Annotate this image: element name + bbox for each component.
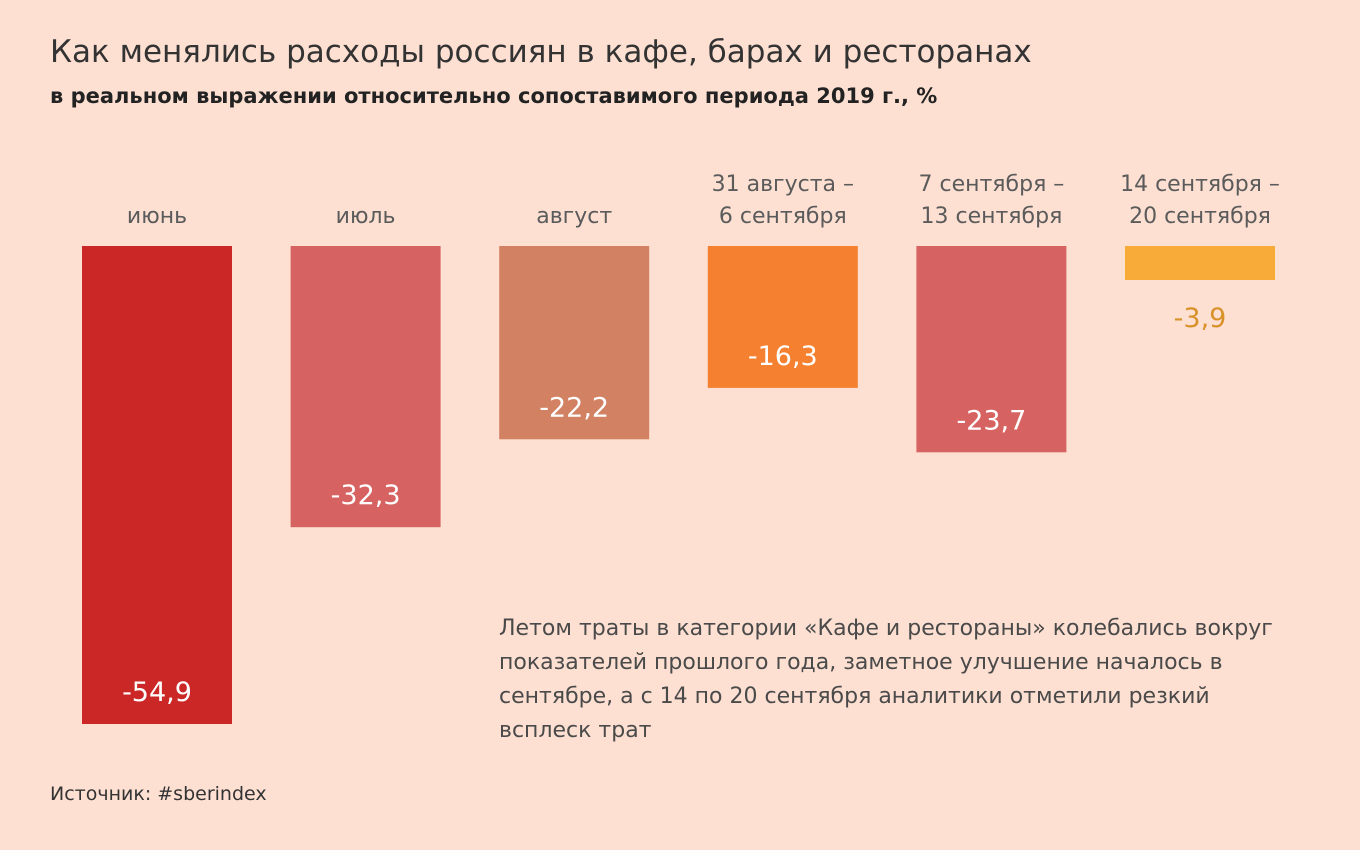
value-label-2: -32,3 <box>331 480 401 511</box>
category-label-5-line-1: 7 сентября – <box>918 172 1064 197</box>
value-label-6: -3,9 <box>1174 303 1227 334</box>
category-label-3: август <box>536 204 612 229</box>
bar-6 <box>1125 246 1275 280</box>
bar-4 <box>707 246 858 388</box>
category-label-6-line-2: 20 сентября <box>1129 204 1271 229</box>
category-label-6-line-1: 14 сентября – <box>1120 172 1280 197</box>
category-label-1: июнь <box>127 204 187 229</box>
category-label-4-line-2: 6 сентября <box>719 204 847 229</box>
source-note: Источник: #sberindex <box>50 783 267 805</box>
bar-3 <box>499 246 650 440</box>
category-label-5-line-2: 13 сентября <box>920 204 1062 229</box>
value-label-1: -54,9 <box>122 677 192 708</box>
category-label-4-line-1: 31 августа – <box>712 172 854 197</box>
value-label-5: -23,7 <box>956 405 1026 436</box>
bar-5 <box>916 246 1067 453</box>
chart-annotation: Летом траты в категории «Кафе и ресторан… <box>499 616 1273 743</box>
chart-subtitle: в реальном выражении относительно сопост… <box>50 84 938 108</box>
value-label-4: -16,3 <box>748 341 818 372</box>
chart-title: Как менялись расходы россиян в кафе, бар… <box>50 34 1032 70</box>
bar-2 <box>290 246 441 528</box>
bar-1 <box>82 246 232 724</box>
value-label-3: -22,2 <box>539 392 609 423</box>
category-label-2: июль <box>336 204 396 229</box>
